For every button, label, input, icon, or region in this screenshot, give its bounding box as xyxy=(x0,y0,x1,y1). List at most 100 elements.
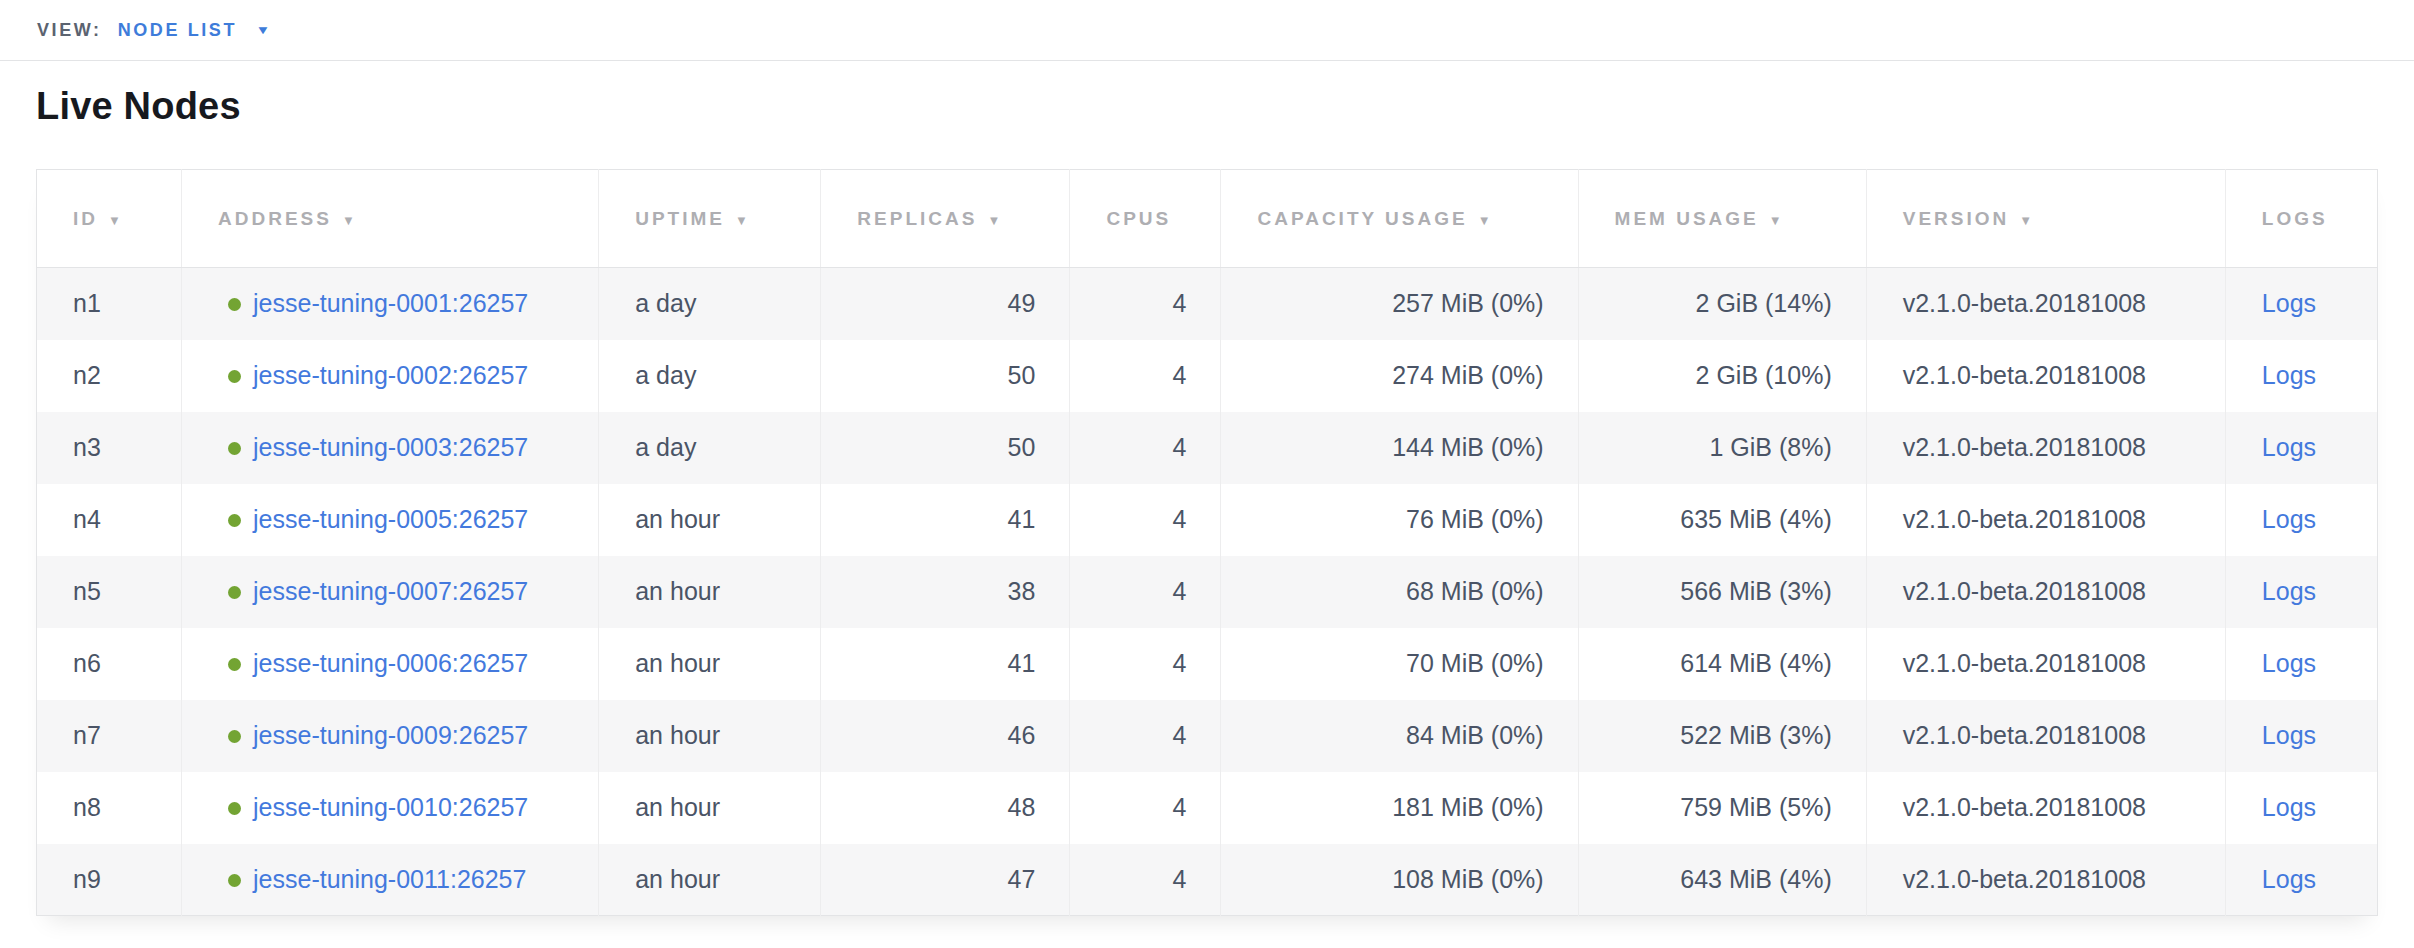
cell-cpus: 4 xyxy=(1070,340,1221,412)
cell-mem-usage: 2 GiB (14%) xyxy=(1578,268,1866,340)
logs-link[interactable]: Logs xyxy=(2262,289,2316,317)
cell-cpus: 4 xyxy=(1070,484,1221,556)
column-header-label: REPLICAS xyxy=(857,208,977,229)
cell-capacity-usage: 84 MiB (0%) xyxy=(1221,700,1578,772)
cell-replicas: 48 xyxy=(821,772,1070,844)
cell-capacity-usage: 108 MiB (0%) xyxy=(1221,844,1578,916)
column-header-label: ID xyxy=(73,208,98,229)
cell-cpus: 4 xyxy=(1070,844,1221,916)
logs-link[interactable]: Logs xyxy=(2262,505,2316,533)
cell-mem-usage: 643 MiB (4%) xyxy=(1578,844,1866,916)
table-row: n8 jesse-tuning-0010:26257 an hour 48 4 … xyxy=(37,772,2378,844)
cell-mem-usage: 759 MiB (5%) xyxy=(1578,772,1866,844)
cell-id: n8 xyxy=(37,772,182,844)
cell-logs: Logs xyxy=(2225,844,2377,916)
node-address-link[interactable]: jesse-tuning-0010:26257 xyxy=(253,793,528,821)
cell-logs: Logs xyxy=(2225,340,2377,412)
cell-uptime: a day xyxy=(599,412,821,484)
cell-version: v2.1.0-beta.20181008 xyxy=(1866,844,2225,916)
column-header-address[interactable]: ADDRESS▼ xyxy=(182,170,599,268)
live-nodes-table: ID▼ ADDRESS▼ UPTIME▼ REPLICAS▼ CPUS CAPA… xyxy=(36,169,2378,916)
logs-link[interactable]: Logs xyxy=(2262,649,2316,677)
logs-link[interactable]: Logs xyxy=(2262,361,2316,389)
column-header-replicas[interactable]: REPLICAS▼ xyxy=(821,170,1070,268)
cell-mem-usage: 522 MiB (3%) xyxy=(1578,700,1866,772)
cell-mem-usage: 2 GiB (10%) xyxy=(1578,340,1866,412)
cell-version: v2.1.0-beta.20181008 xyxy=(1866,700,2225,772)
table-row: n3 jesse-tuning-0003:26257 a day 50 4 14… xyxy=(37,412,2378,484)
node-address-link[interactable]: jesse-tuning-0003:26257 xyxy=(253,433,528,461)
cell-address: jesse-tuning-0009:26257 xyxy=(182,700,599,772)
cell-cpus: 4 xyxy=(1070,700,1221,772)
sort-icon: ▼ xyxy=(342,213,358,228)
node-address-link[interactable]: jesse-tuning-0011:26257 xyxy=(253,865,526,893)
cell-mem-usage: 614 MiB (4%) xyxy=(1578,628,1866,700)
view-dropdown-value[interactable]: NODE LIST xyxy=(118,20,237,41)
view-selector-bar: VIEW: NODE LIST ▼ xyxy=(0,0,2414,61)
table-row: n7 jesse-tuning-0009:26257 an hour 46 4 … xyxy=(37,700,2378,772)
cell-replicas: 38 xyxy=(821,556,1070,628)
table-row: n6 jesse-tuning-0006:26257 an hour 41 4 … xyxy=(37,628,2378,700)
node-healthy-status-icon xyxy=(228,586,241,599)
logs-link[interactable]: Logs xyxy=(2262,577,2316,605)
cell-address: jesse-tuning-0003:26257 xyxy=(182,412,599,484)
node-address-link[interactable]: jesse-tuning-0007:26257 xyxy=(253,577,528,605)
logs-link[interactable]: Logs xyxy=(2262,865,2316,893)
cell-logs: Logs xyxy=(2225,412,2377,484)
cell-uptime: a day xyxy=(599,268,821,340)
cell-replicas: 47 xyxy=(821,844,1070,916)
column-header-label: CAPACITY USAGE xyxy=(1257,208,1467,229)
column-header-label: MEM USAGE xyxy=(1615,208,1759,229)
table-row: n2 jesse-tuning-0002:26257 a day 50 4 27… xyxy=(37,340,2378,412)
cell-replicas: 50 xyxy=(821,340,1070,412)
logs-link[interactable]: Logs xyxy=(2262,793,2316,821)
column-header-uptime[interactable]: UPTIME▼ xyxy=(599,170,821,268)
column-header-mem-usage[interactable]: MEM USAGE ▼ xyxy=(1578,170,1866,268)
cell-address: jesse-tuning-0002:26257 xyxy=(182,340,599,412)
node-healthy-status-icon xyxy=(228,298,241,311)
column-header-label: LOGS xyxy=(2262,208,2328,229)
table-row: n5 jesse-tuning-0007:26257 an hour 38 4 … xyxy=(37,556,2378,628)
node-healthy-status-icon xyxy=(228,442,241,455)
sort-icon: ▼ xyxy=(1769,213,1785,228)
cell-version: v2.1.0-beta.20181008 xyxy=(1866,484,2225,556)
cell-id: n2 xyxy=(37,340,182,412)
column-header-version[interactable]: VERSION▼ xyxy=(1866,170,2225,268)
node-healthy-status-icon xyxy=(228,874,241,887)
cell-capacity-usage: 68 MiB (0%) xyxy=(1221,556,1578,628)
column-header-capacity-usage[interactable]: CAPACITY USAGE ▼ xyxy=(1221,170,1578,268)
view-label: VIEW: xyxy=(37,20,102,41)
cell-cpus: 4 xyxy=(1070,772,1221,844)
cell-mem-usage: 635 MiB (4%) xyxy=(1578,484,1866,556)
table-row: n1 jesse-tuning-0001:26257 a day 49 4 25… xyxy=(37,268,2378,340)
sort-icon: ▼ xyxy=(1478,213,1494,228)
logs-link[interactable]: Logs xyxy=(2262,433,2316,461)
table-row: n9 jesse-tuning-0011:26257 an hour 47 4 … xyxy=(37,844,2378,916)
column-header-label: VERSION xyxy=(1903,208,2010,229)
view-dropdown[interactable]: NODE LIST ▼ xyxy=(118,20,269,41)
node-address-link[interactable]: jesse-tuning-0005:26257 xyxy=(253,505,528,533)
cell-version: v2.1.0-beta.20181008 xyxy=(1866,268,2225,340)
cell-capacity-usage: 144 MiB (0%) xyxy=(1221,412,1578,484)
node-address-link[interactable]: jesse-tuning-0002:26257 xyxy=(253,361,528,389)
cell-uptime: a day xyxy=(599,340,821,412)
cell-logs: Logs xyxy=(2225,628,2377,700)
logs-link[interactable]: Logs xyxy=(2262,721,2316,749)
cell-logs: Logs xyxy=(2225,268,2377,340)
node-healthy-status-icon xyxy=(228,802,241,815)
column-header-label: CPUS xyxy=(1106,208,1171,229)
cell-capacity-usage: 181 MiB (0%) xyxy=(1221,772,1578,844)
cell-uptime: an hour xyxy=(599,844,821,916)
cell-version: v2.1.0-beta.20181008 xyxy=(1866,772,2225,844)
page-content: Live Nodes ID▼ ADDRESS▼ UPTIME▼ REPLICAS… xyxy=(0,86,2414,916)
cell-address: jesse-tuning-0001:26257 xyxy=(182,268,599,340)
node-address-link[interactable]: jesse-tuning-0001:26257 xyxy=(253,289,528,317)
cell-id: n4 xyxy=(37,484,182,556)
column-header-id[interactable]: ID▼ xyxy=(37,170,182,268)
node-address-link[interactable]: jesse-tuning-0006:26257 xyxy=(253,649,528,677)
sort-icon: ▼ xyxy=(735,213,751,228)
cell-id: n7 xyxy=(37,700,182,772)
node-healthy-status-icon xyxy=(228,514,241,527)
node-address-link[interactable]: jesse-tuning-0009:26257 xyxy=(253,721,528,749)
cell-address: jesse-tuning-0007:26257 xyxy=(182,556,599,628)
